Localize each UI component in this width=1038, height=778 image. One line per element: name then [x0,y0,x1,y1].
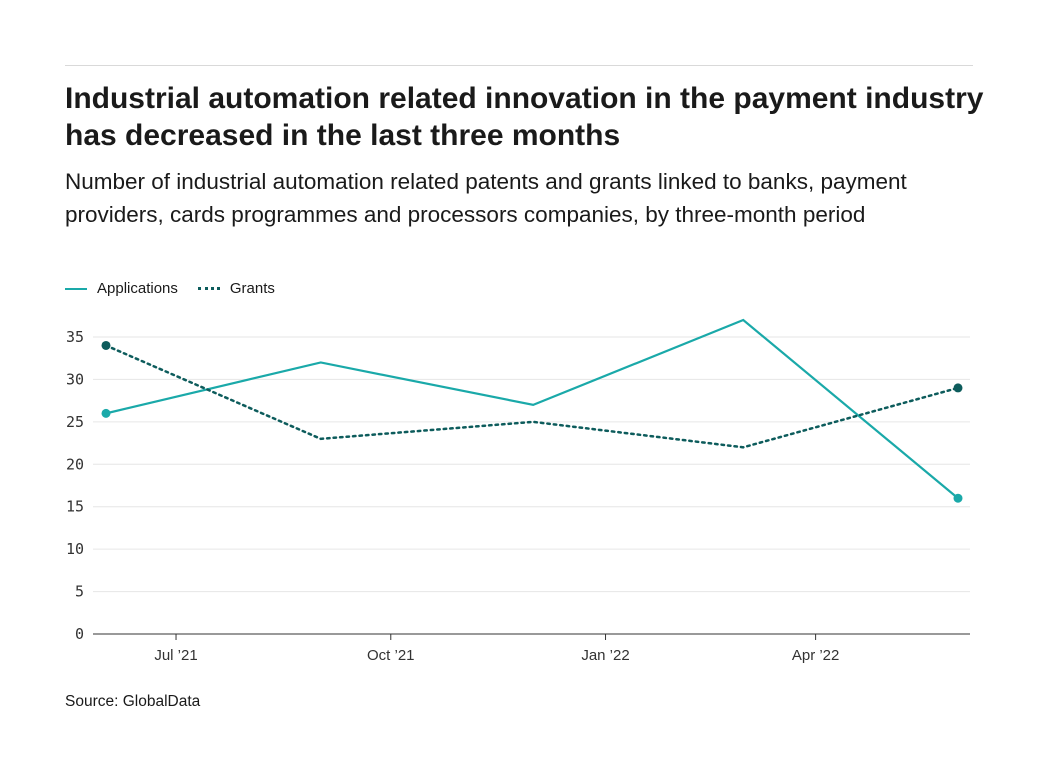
source-note: Source: GlobalData [65,693,201,710]
legend-swatch-applications [65,287,87,290]
legend-swatch-grants [197,287,220,290]
series-line-applications [105,318,959,500]
y-tick-label: 5 [75,583,84,601]
x-tick-label: Apr ’22 [792,647,840,664]
data-point-applications [101,408,111,418]
x-tick-label: Jan ’22 [581,647,629,664]
chart-title: Industrial automation related innovation… [65,82,984,152]
legend-label-grants: Grants [229,280,275,297]
y-tick-label: 35 [66,328,84,346]
chart-subtitle: Number of industrial automation related … [65,169,907,227]
y-tick-label: 20 [66,455,84,473]
x-tick-label: Jul ’21 [154,647,197,664]
y-tick-label: 25 [66,413,84,431]
y-tick-label: 0 [75,625,84,643]
y-tick-label: 30 [66,370,84,388]
x-tick-label: Oct ’21 [367,647,415,664]
data-point-grants [101,340,111,350]
data-point-grants [953,383,963,393]
legend-label-applications: Applications [97,280,178,297]
y-tick-label: 10 [66,540,84,558]
legend: Applications Grants [65,280,295,297]
series-line-grants [104,344,960,449]
y-tick-label: 15 [66,498,84,516]
data-point-applications [953,493,963,503]
top-rule [65,65,973,66]
